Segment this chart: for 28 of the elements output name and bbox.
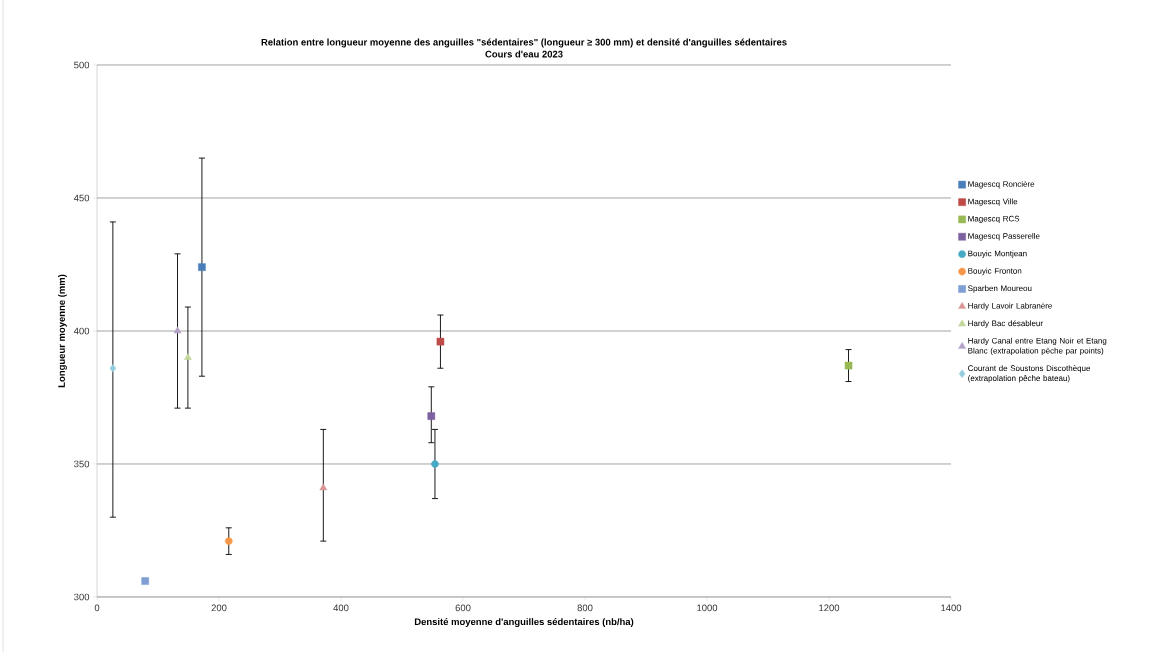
x-tick-label: 400	[333, 604, 349, 612]
point	[173, 326, 182, 334]
x-tick-label: 1400	[941, 604, 962, 612]
point	[109, 364, 117, 373]
point	[427, 412, 436, 420]
y-tick-label: 450	[73, 194, 90, 202]
x-tick-label: 200	[211, 604, 227, 612]
x-axis-title: Densité moyenne d'anguilles sédentaires (nb/ha)	[414, 618, 634, 627]
point	[184, 353, 192, 360]
chart-title: Relation entre longueur moyenne des anguilles "sédentaires" (longueur ≥ 300 mm) et densité d'anguilles sédentaires	[261, 38, 787, 48]
y-tick-label: 300	[74, 593, 90, 601]
chart-subtitle: Cours d'eau 2023	[485, 50, 563, 58]
x-tick-label: 600	[455, 604, 471, 612]
point	[224, 537, 233, 545]
point	[844, 361, 853, 370]
y-axis-title: Longueur moyenne (mm)	[57, 274, 67, 388]
point	[431, 460, 439, 468]
y-tick-label: 400	[73, 327, 90, 335]
point	[198, 263, 206, 271]
y-tick-label: 500	[74, 61, 90, 69]
x-tick-label: 1200	[819, 604, 840, 612]
point	[319, 483, 328, 491]
y-tick-label: 350	[74, 460, 90, 468]
x-tick-label: 800	[577, 604, 593, 612]
x-tick-label: 0	[94, 604, 100, 612]
point	[436, 337, 445, 346]
x-tick-label: 1000	[697, 604, 718, 612]
point	[141, 577, 149, 585]
